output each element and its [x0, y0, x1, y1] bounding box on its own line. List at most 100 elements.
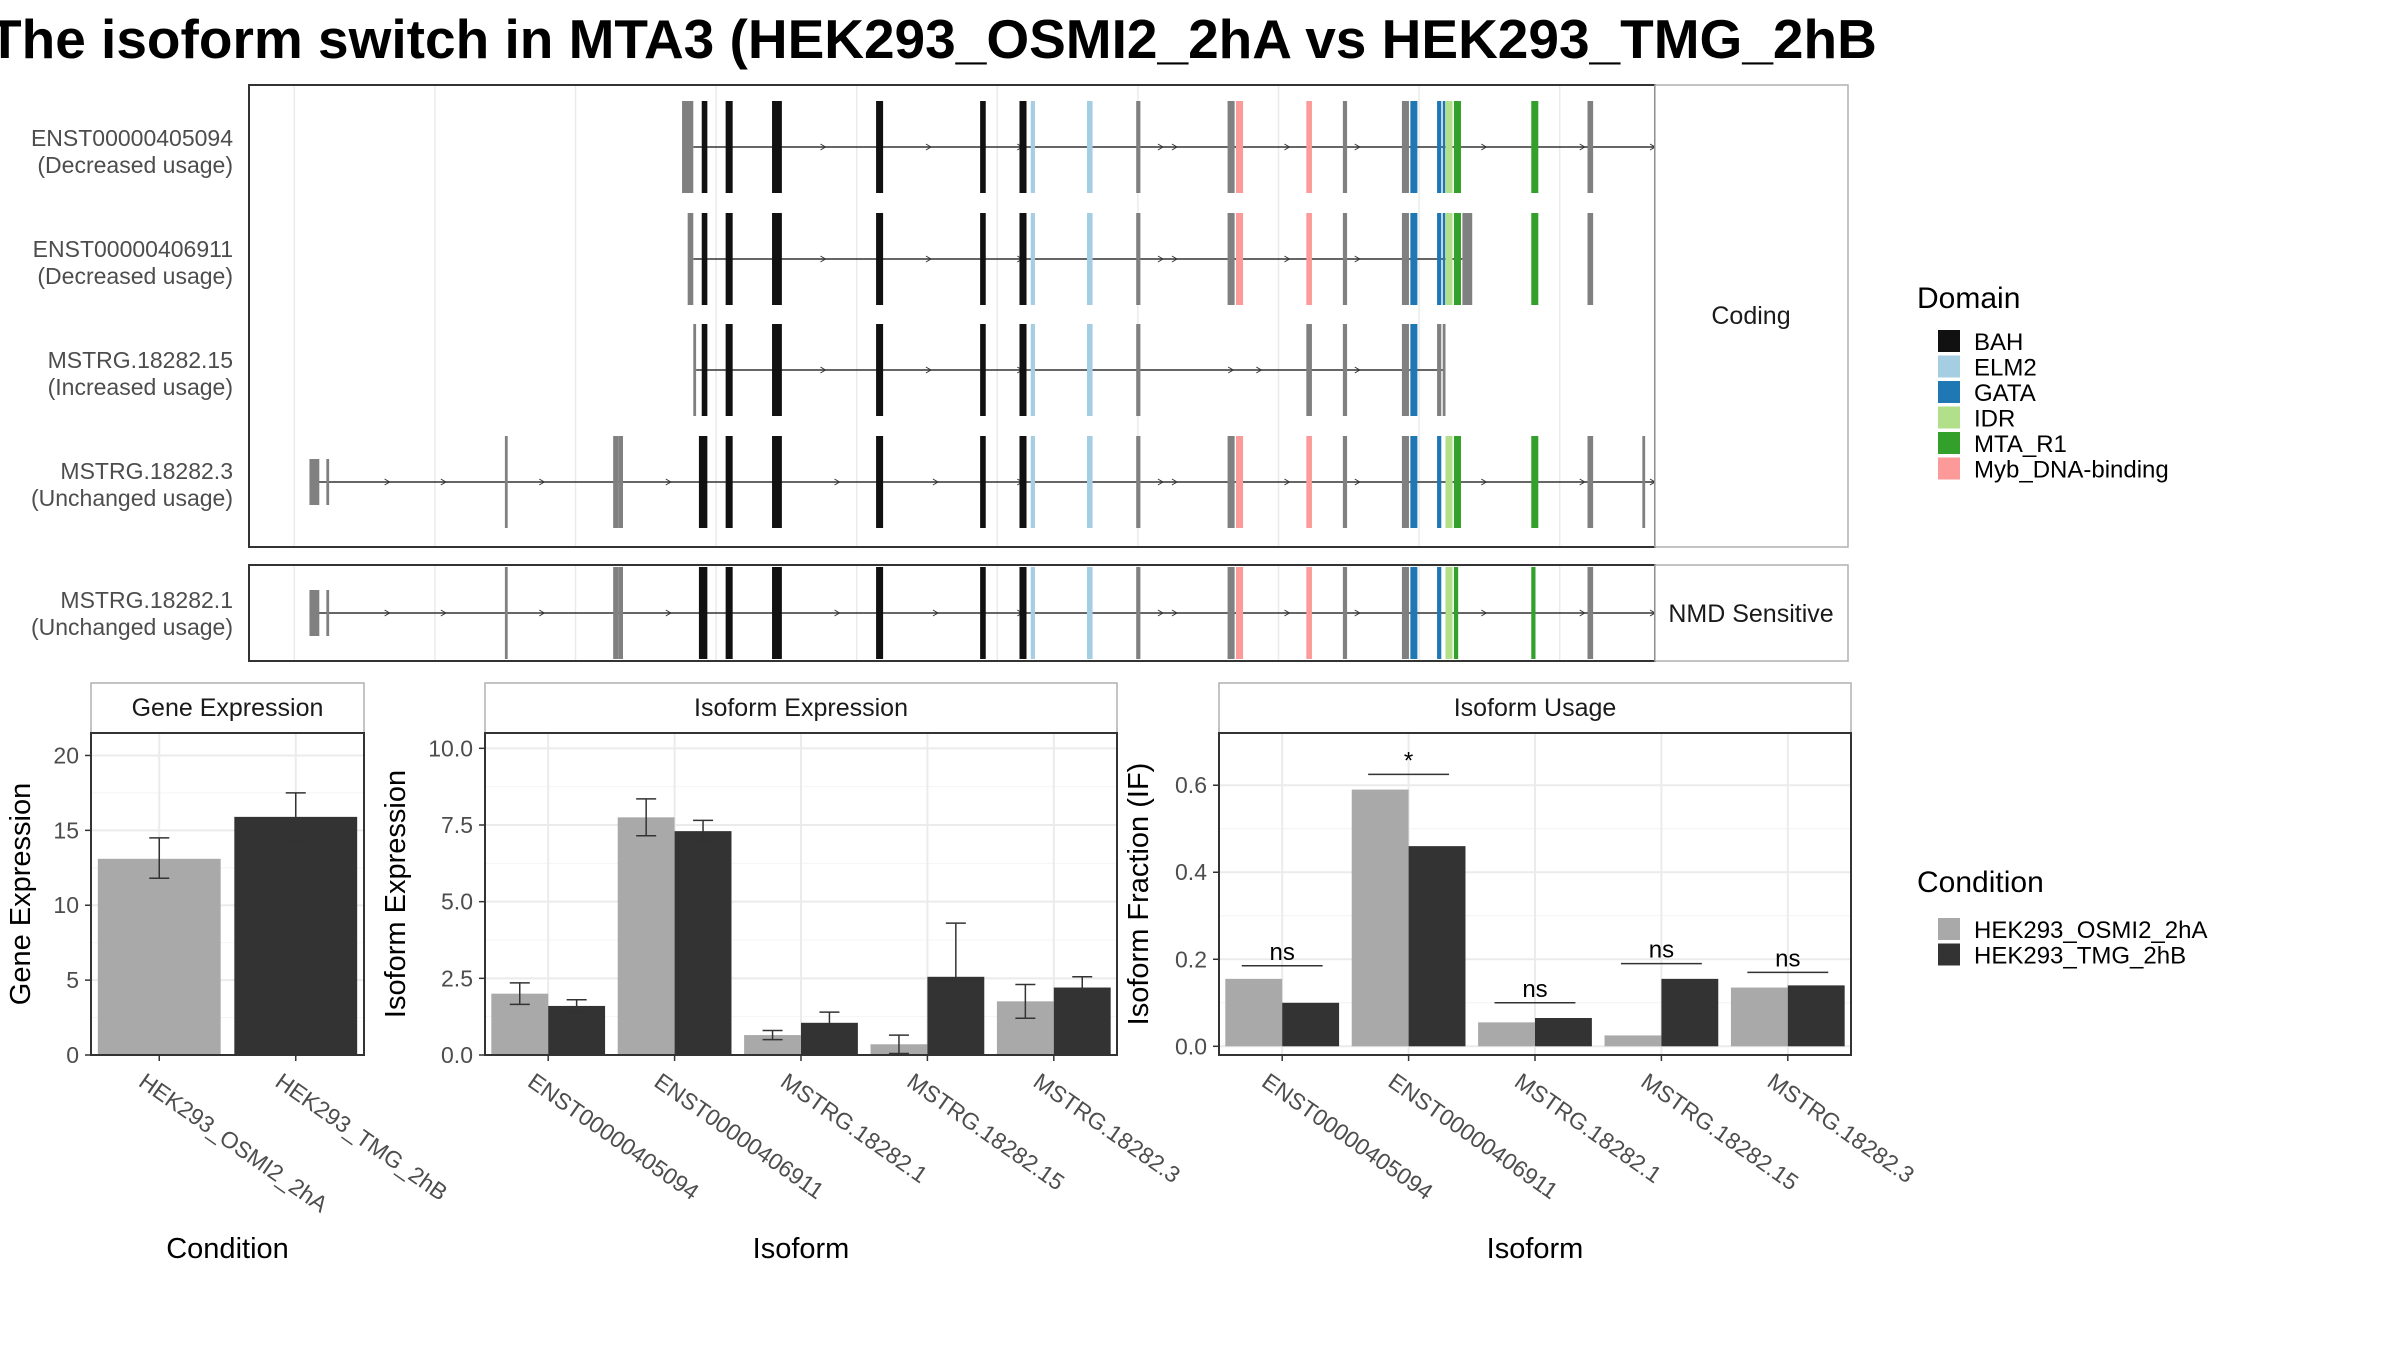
- track-usage: (Unchanged usage): [31, 614, 233, 640]
- direction-arrow: [932, 609, 939, 617]
- structure-panel-nmd: NMD Sensitive MSTRG.18282.1 (Unchanged u…: [31, 564, 1849, 662]
- legend-key-condition: [1938, 943, 1960, 966]
- track-name: ENST00000405094: [31, 125, 233, 151]
- panel-strip: [1218, 682, 1852, 734]
- direction-arrow: [665, 609, 672, 617]
- exon: [504, 436, 508, 528]
- legend-label: ELM2: [1974, 355, 2037, 382]
- exon: [1136, 567, 1141, 659]
- chart-isoform-usage: Isoform Usage0.00.20.40.6nsENST000004050…: [1123, 682, 1919, 1265]
- direction-arrow: [1256, 366, 1263, 374]
- exon: [326, 590, 330, 636]
- legend-label: HEK293_OSMI2_2hA: [1974, 917, 2207, 944]
- legend-condition-title: Condition: [1917, 866, 2044, 899]
- exon: [1236, 567, 1244, 659]
- exon: [876, 436, 884, 528]
- track-name: ENST00000406911: [33, 236, 233, 262]
- direction-arrow: [1354, 366, 1361, 374]
- bar: [1604, 1035, 1662, 1047]
- direction-arrow: [440, 478, 447, 486]
- bar: [234, 816, 358, 1055]
- panel-strip-label: Gene Expression: [132, 694, 324, 722]
- exon: [1086, 567, 1093, 659]
- exon: [1342, 213, 1348, 305]
- exon: [1019, 213, 1027, 305]
- y-tick-label: 0.6: [1175, 772, 1207, 798]
- facet-label-coding: Coding: [1711, 302, 1790, 330]
- exon: [618, 567, 623, 659]
- legend-domain: Domain BAHELM2GATAIDRMTA_R1Myb_DNA-bindi…: [1917, 282, 2169, 484]
- exon: [1227, 213, 1235, 305]
- exon: [1453, 101, 1461, 193]
- bar: [97, 858, 221, 1055]
- bar: [1478, 1022, 1535, 1047]
- significance-label: ns: [1270, 939, 1295, 966]
- direction-arrow: [539, 478, 546, 486]
- exon: [725, 101, 733, 193]
- exon: [698, 436, 708, 528]
- direction-arrow: [1284, 255, 1291, 263]
- exon: [1437, 101, 1442, 193]
- track-name: MSTRG.18282.1: [60, 587, 233, 613]
- exon: [1086, 101, 1093, 193]
- direction-arrow: [1481, 609, 1488, 617]
- exon: [1401, 567, 1409, 659]
- facet-label-nmd: NMD Sensitive: [1668, 600, 1833, 628]
- exon: [1030, 213, 1035, 305]
- panel-strip-label: Isoform Expression: [694, 694, 908, 722]
- exon: [1410, 213, 1418, 305]
- exon: [701, 101, 708, 193]
- panel-border: [484, 732, 1118, 1056]
- direction-arrow: [1354, 478, 1361, 486]
- direction-arrow: [820, 143, 827, 151]
- exon: [1227, 567, 1235, 659]
- exon: [1019, 324, 1027, 416]
- exon: [772, 567, 782, 659]
- exon: [1019, 101, 1027, 193]
- legend-domain-title: Domain: [1917, 282, 2020, 315]
- bar: [744, 1035, 801, 1055]
- direction-arrow: [1157, 609, 1164, 617]
- significance-label: *: [1404, 747, 1413, 774]
- exon: [326, 459, 330, 505]
- direction-arrow: [1157, 143, 1164, 151]
- exon: [1642, 436, 1646, 528]
- exon: [1445, 567, 1453, 659]
- exon: [1437, 436, 1442, 528]
- direction-arrow: [1481, 478, 1488, 486]
- bar: [1535, 1018, 1592, 1047]
- exon: [1437, 213, 1442, 305]
- y-tick-label: 5: [66, 967, 79, 993]
- y-tick-label: 0.0: [441, 1042, 473, 1068]
- exon: [1442, 101, 1446, 193]
- exon: [1437, 324, 1442, 416]
- exon: [1342, 436, 1348, 528]
- track-name: MSTRG.18282.15: [48, 347, 233, 373]
- direction-arrow: [1171, 609, 1178, 617]
- exon: [504, 567, 508, 659]
- exon: [1531, 213, 1539, 305]
- exon: [1136, 101, 1141, 193]
- exon: [772, 324, 782, 416]
- direction-arrow: [665, 478, 672, 486]
- legend-key-idr: [1938, 406, 1960, 429]
- exon: [980, 567, 986, 659]
- legend-label: IDR: [1974, 406, 2015, 433]
- exon: [618, 436, 623, 528]
- exon: [1453, 213, 1461, 305]
- direction-arrow: [1227, 366, 1235, 374]
- bar: [1408, 846, 1466, 1047]
- exon: [1236, 101, 1244, 193]
- exon: [1445, 436, 1453, 528]
- exon: [1401, 436, 1409, 528]
- direction-arrow: [440, 609, 447, 617]
- exon: [1410, 567, 1418, 659]
- exon: [1236, 213, 1244, 305]
- legend-key-bah: [1938, 330, 1960, 352]
- direction-arrow: [1171, 255, 1178, 263]
- legend-key-gata: [1938, 381, 1960, 403]
- legend-label: Myb_DNA-binding: [1974, 457, 2169, 484]
- track-usage: (Decreased usage): [37, 152, 233, 178]
- legend-key-condition: [1938, 918, 1960, 940]
